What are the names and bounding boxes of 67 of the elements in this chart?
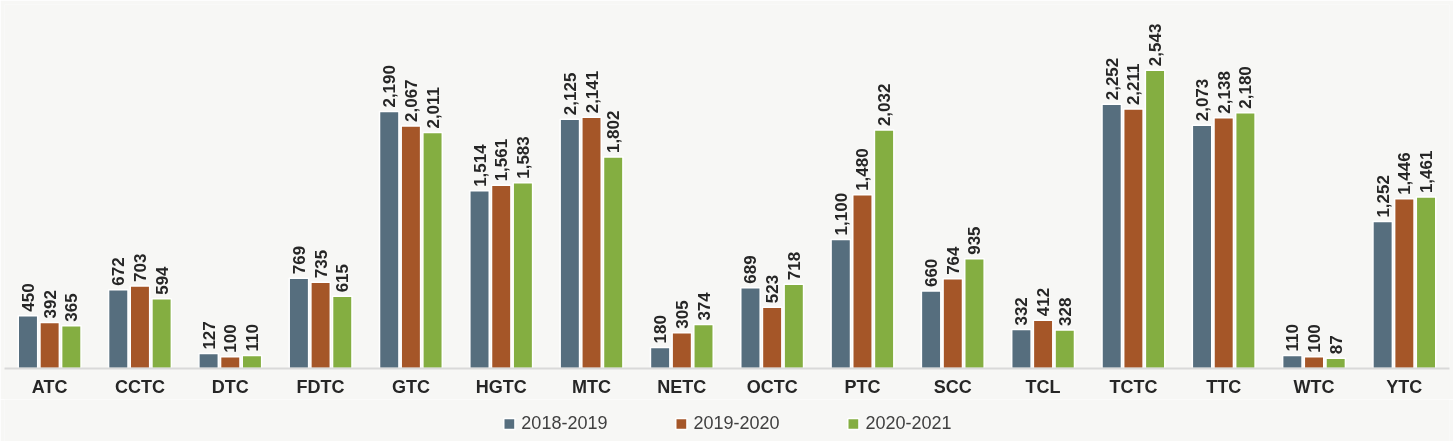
data-label: 365 [62, 293, 82, 322]
data-label: 332 [1012, 297, 1032, 326]
data-label: 703 [130, 253, 150, 283]
data-label: 2,138 [1214, 71, 1234, 114]
data-label: 450 [18, 283, 38, 312]
data-label: 392 [40, 290, 60, 319]
legend-label: 2019-2020 [693, 412, 780, 434]
data-label: 2,141 [582, 70, 602, 114]
data-label: 2,211 [1124, 63, 1144, 106]
data-label: 127 [199, 321, 219, 350]
x-tick-label: PTC [844, 376, 881, 397]
data-label: 935 [965, 226, 985, 255]
data-label: 2,073 [1193, 78, 1213, 122]
data-label: 180 [651, 315, 671, 344]
data-label: 2,125 [560, 72, 580, 116]
data-label: 1,461 [1417, 150, 1437, 194]
x-tick-label: CCTC [114, 376, 165, 397]
x-tick-label: TTC [1206, 376, 1242, 397]
data-label: 1,802 [604, 110, 624, 154]
data-label: 2,252 [1102, 57, 1122, 101]
data-label: 100 [1305, 324, 1325, 353]
data-label: 1,100 [831, 192, 851, 236]
data-label: 764 [943, 245, 963, 275]
data-label: 305 [672, 300, 692, 329]
x-tick-label: FDTC [296, 376, 345, 397]
data-label: 87 [1326, 335, 1346, 355]
x-tick-label: YTC [1386, 376, 1423, 397]
data-label: 1,583 [513, 136, 533, 179]
legend-label: 2018-2019 [521, 412, 608, 434]
x-tick-label: NETC [657, 376, 707, 397]
x-tick-label: HGTC [475, 376, 527, 397]
data-label: 2,180 [1236, 66, 1256, 109]
data-label: 2,190 [380, 65, 400, 108]
data-label: 735 [311, 249, 331, 279]
x-tick-label: TCTC [1109, 376, 1158, 397]
data-label: 672 [109, 257, 129, 286]
data-label: 328 [1055, 297, 1075, 327]
data-label: 110 [242, 324, 262, 352]
data-label: 110 [1283, 324, 1303, 352]
data-label: 2,543 [1146, 23, 1166, 67]
data-label: 1,480 [853, 148, 873, 191]
x-tick-label: OCTC [746, 376, 798, 397]
data-label: 1,514 [470, 143, 490, 187]
data-label: 594 [152, 265, 172, 295]
data-label: 523 [763, 274, 783, 304]
data-label: 2,032 [875, 83, 895, 127]
data-label: 769 [289, 245, 309, 275]
data-label: 412 [1034, 287, 1054, 317]
data-label: 660 [922, 258, 942, 288]
x-tick-label: MTC [572, 376, 612, 397]
legend-label: 2020-2021 [865, 412, 952, 434]
x-tick-label: DTC [211, 376, 249, 397]
x-tick-label: ATC [31, 376, 68, 397]
x-tick-label: TCL [1025, 376, 1061, 397]
x-tick-label: GTC [391, 376, 430, 397]
data-label: 100 [221, 324, 241, 353]
data-label: 689 [741, 255, 761, 284]
x-tick-label: SCC [933, 376, 972, 397]
data-label: 718 [784, 251, 804, 281]
data-label: 1,561 [492, 138, 512, 182]
data-label: 615 [333, 263, 353, 293]
data-label: 374 [694, 291, 714, 321]
data-label: 2,011 [423, 86, 443, 129]
data-label: 1,446 [1395, 152, 1415, 195]
data-label: 1,252 [1373, 175, 1393, 218]
x-tick-label: WTC [1293, 376, 1335, 397]
data-label: 2,067 [401, 79, 421, 122]
